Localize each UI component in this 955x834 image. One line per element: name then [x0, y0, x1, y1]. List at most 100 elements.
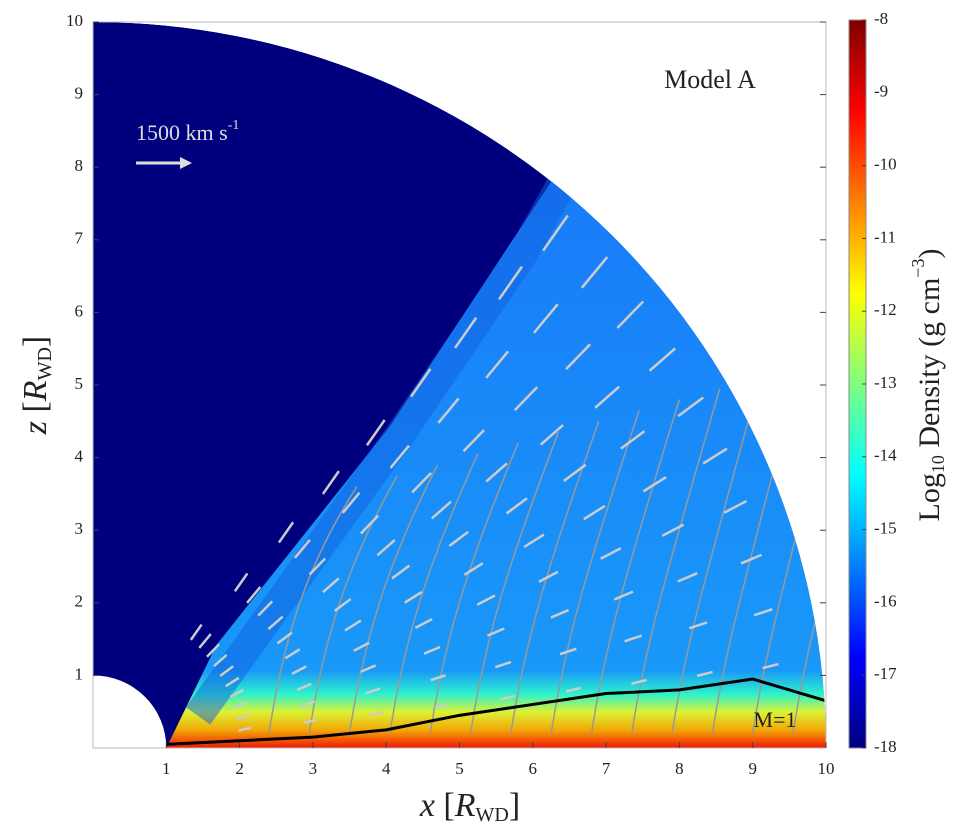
- velocity-arrow: [437, 397, 460, 424]
- colorbar-tick-label: -11: [874, 227, 896, 246]
- velocity-arrow: [613, 590, 634, 601]
- arrow-scale: [136, 157, 192, 169]
- y-tick-label: 7: [75, 229, 84, 248]
- velocity-arrow: [463, 562, 484, 576]
- z-unit-sub: WD: [34, 347, 56, 380]
- velocity-arrow: [198, 633, 212, 649]
- velocity-arrow: [391, 564, 411, 580]
- cb-sub: 10: [928, 455, 948, 473]
- velocity-arrow: [333, 598, 352, 612]
- velocity-arrow: [341, 491, 361, 514]
- x-tick-label: 5: [455, 759, 464, 778]
- z-unit: R: [17, 380, 54, 402]
- velocity-arrow: [229, 688, 244, 698]
- velocity-arrow: [565, 343, 592, 370]
- velocity-arrow: [284, 648, 301, 660]
- velocity-arrow: [344, 619, 362, 632]
- colorbar-tick-label: -9: [874, 82, 888, 101]
- velocity-arrow: [485, 462, 508, 483]
- velocity-arrow: [562, 463, 587, 483]
- velocity-arrow: [430, 500, 452, 520]
- sonic-contour: [166, 677, 826, 746]
- velocity-arrow: [620, 430, 646, 450]
- velocity-arrow: [624, 634, 643, 643]
- y-tick-label: 1: [75, 664, 84, 683]
- x-axis-label: x [RWD]: [419, 787, 520, 826]
- velocity-arrow: [505, 497, 528, 515]
- velocity-arrow: [753, 608, 773, 617]
- arrow-scale-label: 1500 km s-1: [136, 118, 239, 145]
- mach-label: M=1: [754, 707, 797, 732]
- velocity-arrow: [696, 670, 713, 678]
- velocity-arrow: [648, 347, 677, 372]
- streamline: [469, 431, 560, 734]
- velocity-arrow: [542, 214, 569, 252]
- x-unit: R: [454, 787, 476, 824]
- velocity-arrow: [723, 499, 748, 514]
- x-tick-label: 6: [529, 759, 538, 778]
- arrow-scale-sup: -1: [228, 118, 240, 133]
- velocity-arrow: [740, 553, 763, 565]
- velocity-arrow: [661, 523, 685, 537]
- velocity-arrow: [762, 662, 779, 670]
- velocity-arrow: [189, 623, 203, 641]
- velocity-arrow: [513, 386, 539, 412]
- model-label: Model A: [664, 65, 756, 94]
- velocity-arrow: [376, 539, 396, 557]
- wind-edge: [185, 148, 591, 725]
- velocity-arrow: [411, 471, 433, 494]
- velocity-arrow: [365, 419, 386, 446]
- velocity-arrow: [538, 570, 559, 583]
- velocity-arrow: [300, 700, 316, 708]
- y-tick-label: 4: [75, 447, 84, 466]
- x-tick-label: 4: [382, 759, 391, 778]
- velocity-arrow: [500, 694, 516, 701]
- velocity-arrow: [291, 665, 307, 675]
- velocity-arrow: [293, 538, 311, 559]
- velocity-arrow: [702, 447, 728, 465]
- y-tick-label: 8: [75, 156, 84, 175]
- velocity-arrow: [616, 300, 645, 329]
- velocity-arrow: [353, 641, 370, 652]
- velocity-arrow: [277, 521, 295, 544]
- colorbar-label: Log10 Density (g cm−3): [908, 249, 948, 522]
- velocity-arrow: [434, 702, 450, 709]
- colorbar-tick-label: -15: [874, 519, 897, 538]
- velocity-arrow: [631, 678, 647, 685]
- y-tick-label: 3: [75, 519, 84, 538]
- white-dwarf: [93, 675, 167, 748]
- velocity-arrow: [206, 643, 221, 658]
- y-tick-label: 10: [66, 11, 83, 30]
- velocity-arrow: [485, 350, 510, 379]
- velocity-arrow: [365, 687, 381, 695]
- velocity-arrow: [233, 572, 249, 592]
- x-tick-label: 7: [602, 759, 611, 778]
- velocity-arrow: [303, 718, 318, 725]
- x-tick-label: 3: [309, 759, 318, 778]
- velocity-arrow: [583, 504, 606, 521]
- velocity-arrow: [487, 627, 505, 637]
- x-tick-label: 8: [675, 759, 684, 778]
- colorbar-tick-label: -14: [874, 446, 897, 465]
- streamline: [348, 464, 439, 734]
- z-sym: z: [17, 421, 54, 435]
- colorbar-tick-label: -10: [874, 155, 897, 174]
- velocity-arrow: [565, 686, 582, 693]
- velocity-arrow: [414, 618, 433, 629]
- velocity-arrow: [233, 701, 248, 710]
- velocity-arrow: [430, 674, 446, 682]
- cb-log: Log: [913, 473, 946, 521]
- velocity-arrow: [213, 653, 228, 667]
- colorbar-tick-label: -16: [874, 591, 897, 610]
- velocity-arrow: [238, 726, 252, 732]
- velocity-arrow: [321, 470, 340, 495]
- velocity-arrow: [257, 600, 274, 617]
- colorbar-tick-label: -8: [874, 9, 888, 28]
- colorbar-tick-label: -18: [874, 737, 897, 756]
- density-field: [93, 22, 826, 748]
- x-tick-label: 2: [235, 759, 244, 778]
- colorbar-tick-label: -13: [874, 373, 897, 392]
- arrow-scale-text: 1500 km s: [136, 120, 228, 145]
- streamline: [550, 410, 640, 734]
- y-tick-label: 5: [75, 374, 84, 393]
